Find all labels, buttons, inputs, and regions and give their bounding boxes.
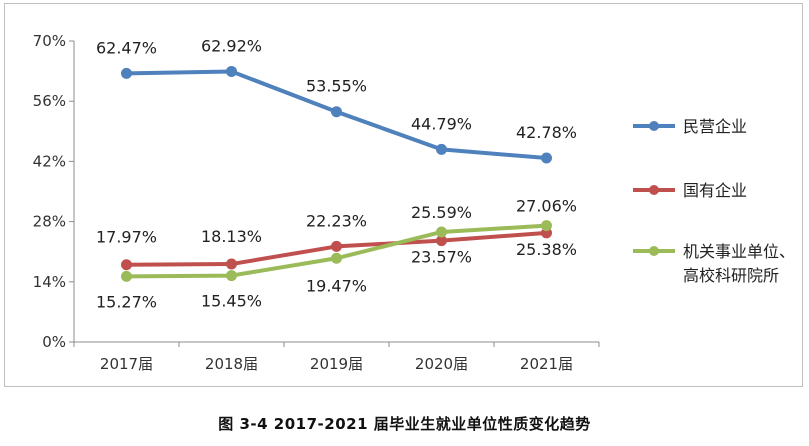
data-point-2 [436,226,447,238]
x-tick-label: 2021届 [520,355,573,373]
data-point-0 [121,67,132,79]
data-label: 23.57% [411,248,472,267]
legend-label: 国有企业 [683,181,747,200]
x-tick-label: 2020届 [415,355,468,373]
y-tick-label: 0% [42,333,66,351]
data-label: 42.78% [516,123,577,142]
line-chart: 0% 14% 28% 42% 56% 70% 2017届 2018届 2019届 2020届 202… [33,32,795,373]
data-point-0 [226,65,237,77]
figure-caption: 图 3-4 2017-2021 届毕业生就业单位性质变化趋势 [218,415,591,433]
data-point-2 [331,252,342,264]
legend-marker-1 [649,185,659,195]
data-label: 62.47% [96,38,157,57]
data-point-0 [436,143,447,155]
data-label: 25.59% [411,203,472,222]
data-label: 15.45% [201,292,262,311]
y-tick-label: 56% [33,92,66,110]
data-label: 25.38% [516,240,577,259]
y-tick-label: 28% [33,213,66,231]
legend-marker-0 [649,121,659,131]
legend-label: 高校科研院所 [683,266,779,285]
data-point-2 [121,270,132,282]
legend-marker-2 [649,246,659,256]
legend-label: 机关事业单位、 [683,242,795,261]
y-tick-label: 70% [33,32,66,50]
data-point-0 [541,152,552,164]
data-point-1 [331,240,342,252]
data-point-0 [331,106,342,118]
data-label: 53.55% [306,77,367,96]
x-tick-label: 2017届 [100,355,153,373]
chart-frame: 0% 14% 28% 42% 56% 70% 2017届 2018届 2019届 2020届 202… [4,3,803,387]
x-tick-label: 2019届 [310,355,363,373]
y-tick-label: 42% [33,152,66,170]
data-label: 22.23% [306,211,367,230]
data-label: 15.27% [96,292,157,311]
data-point-2 [541,220,552,232]
data-point-1 [121,259,132,271]
data-label: 62.92% [201,36,262,55]
data-label: 19.47% [306,276,367,295]
legend-label: 民营企业 [683,117,747,136]
y-tick-label: 14% [33,273,66,291]
data-point-1 [226,258,237,270]
data-point-2 [226,270,237,282]
x-tick-label: 2018届 [205,355,258,373]
data-label: 44.79% [411,114,472,133]
data-label: 27.06% [516,197,577,216]
data-label: 17.97% [96,228,157,247]
data-label: 18.13% [201,227,262,246]
